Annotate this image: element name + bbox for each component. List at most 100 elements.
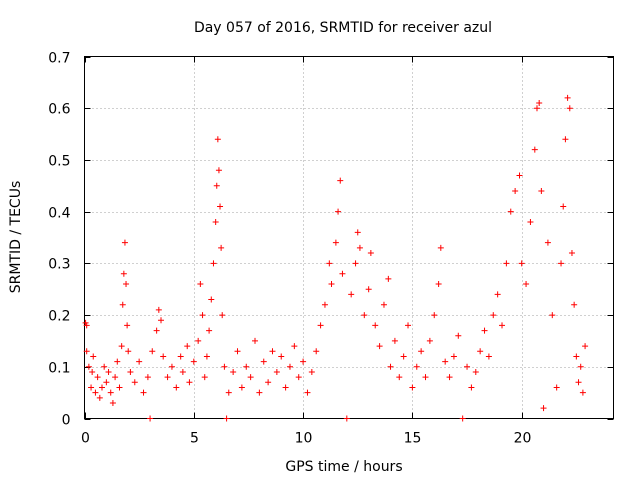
y-axis-ticks: 0 0.1 0.2 0.3 0.4 0.5 0.6 0.7	[48, 51, 614, 429]
data-point	[269, 348, 276, 355]
data-point	[252, 337, 259, 344]
data-point	[105, 368, 112, 375]
data-point	[136, 358, 143, 365]
data-point	[413, 363, 420, 370]
data-point	[409, 384, 416, 391]
data-point	[328, 281, 335, 288]
data-point	[149, 348, 156, 355]
data-point	[213, 182, 220, 189]
data-point	[564, 94, 571, 101]
data-point	[308, 368, 315, 375]
data-point	[499, 322, 506, 329]
data-point	[367, 250, 374, 257]
data-point	[317, 322, 324, 329]
data-point	[558, 260, 565, 267]
data-point	[107, 389, 114, 396]
data-point	[168, 363, 175, 370]
data-point	[153, 327, 160, 334]
data-point	[494, 291, 501, 298]
data-point	[431, 312, 438, 319]
data-point	[273, 368, 280, 375]
y-tick-label: 0.1	[48, 361, 70, 377]
data-point	[304, 389, 311, 396]
data-point	[459, 415, 466, 422]
data-point	[348, 291, 355, 298]
x-axis-ticks: 0 5 10 15 20	[81, 56, 531, 447]
data-point	[405, 322, 412, 329]
data-point	[512, 187, 519, 194]
data-point	[531, 146, 538, 153]
data-point	[123, 281, 130, 288]
plot-frame	[84, 56, 614, 419]
data-point	[203, 353, 210, 360]
data-point	[332, 239, 339, 246]
data-point	[90, 353, 97, 360]
data-point	[446, 374, 453, 381]
data-point	[118, 343, 125, 350]
data-point	[516, 172, 523, 179]
data-point	[582, 343, 589, 350]
data-point	[533, 105, 540, 112]
data-point	[140, 389, 147, 396]
grid-lines	[84, 56, 614, 419]
data-point	[101, 363, 108, 370]
data-point	[103, 379, 110, 386]
data-point	[553, 384, 560, 391]
x-tick-label: 0	[81, 431, 90, 447]
data-point	[562, 136, 569, 143]
data-point	[485, 353, 492, 360]
data-point	[89, 368, 96, 375]
data-point	[313, 348, 320, 355]
data-point	[396, 374, 403, 381]
data-point	[507, 208, 514, 215]
data-point	[127, 368, 134, 375]
data-point	[243, 363, 250, 370]
y-axis-label: SRMTID / TECUs	[8, 181, 24, 294]
y-tick-label: 0.3	[48, 257, 70, 273]
data-point	[300, 358, 307, 365]
data-point	[221, 363, 228, 370]
data-point	[464, 363, 471, 370]
data-point	[435, 281, 442, 288]
data-point	[380, 301, 387, 308]
plot-area: 0 5 10 15 20 0 0.1 0.2 0.3 0.4 0.5 0.6 0.7	[48, 51, 614, 447]
data-point	[119, 301, 126, 308]
data-point	[186, 379, 193, 386]
y-tick-label: 0.6	[48, 102, 70, 118]
x-tick-label: 10	[295, 431, 313, 447]
data-point	[206, 327, 213, 334]
data-point	[571, 301, 578, 308]
data-point	[147, 415, 154, 422]
data-point	[437, 244, 444, 251]
data-point	[158, 317, 165, 324]
data-point	[295, 374, 302, 381]
data-point	[124, 322, 131, 329]
data-point	[354, 229, 361, 236]
data-point	[450, 353, 457, 360]
data-point	[577, 363, 584, 370]
data-point	[230, 368, 237, 375]
data-point	[372, 322, 379, 329]
data-point	[560, 203, 567, 210]
data-point	[477, 348, 484, 355]
data-point	[173, 384, 180, 391]
data-point	[98, 384, 105, 391]
data-point	[112, 374, 119, 381]
data-point	[215, 167, 222, 174]
data-point	[82, 319, 89, 326]
data-point	[155, 306, 162, 313]
y-tick-label: 0	[62, 413, 71, 429]
data-point	[544, 239, 551, 246]
data-point	[120, 270, 127, 277]
data-point	[92, 389, 99, 396]
data-point	[282, 384, 289, 391]
data-point	[455, 332, 462, 339]
data-point	[199, 312, 206, 319]
data-point	[286, 363, 293, 370]
data-point	[256, 389, 263, 396]
data-point	[527, 218, 534, 225]
data-point	[481, 327, 488, 334]
data-points	[82, 94, 589, 422]
data-point	[418, 348, 425, 355]
